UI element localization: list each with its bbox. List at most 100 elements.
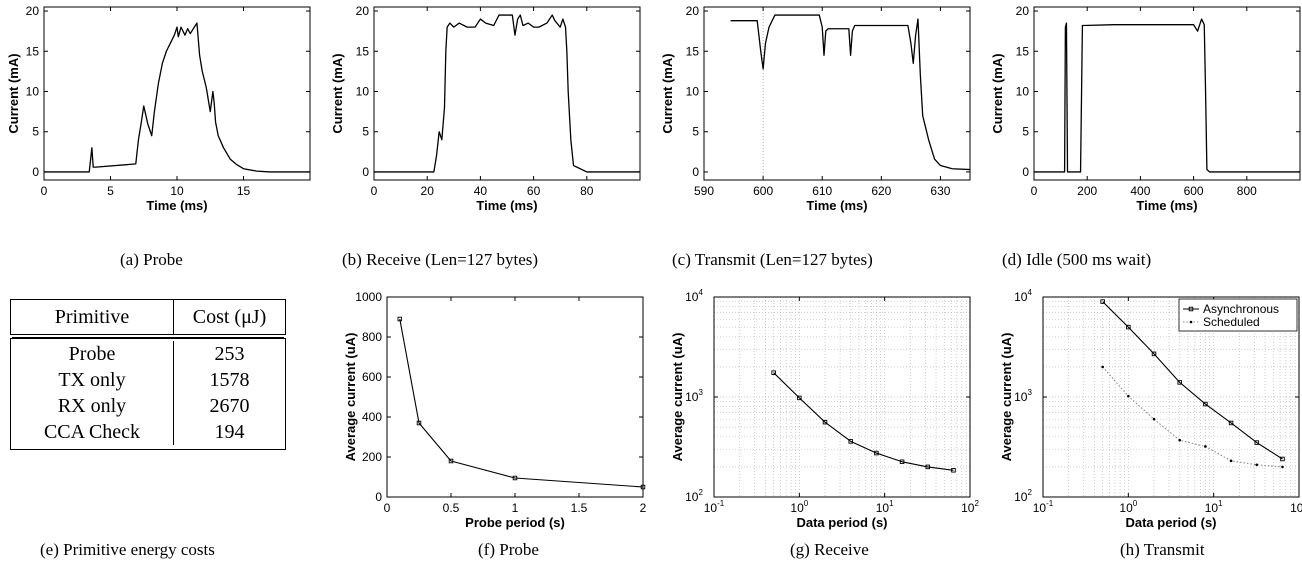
y-tick-label: 600 (362, 370, 382, 384)
y-tick-label: 102 (1014, 488, 1032, 504)
series-line (773, 372, 954, 471)
x-tick-label: 2 (640, 501, 647, 515)
y-tick-label: 15 (1016, 44, 1030, 58)
x-tick-label: 100 (1119, 499, 1137, 515)
legend-marker (1189, 320, 1193, 324)
series-line (1102, 301, 1283, 460)
y-tick-label: 0 (375, 490, 382, 504)
data-point (1254, 440, 1260, 445)
y-tick-label: 5 (362, 125, 369, 139)
legend-label: Scheduled (1203, 315, 1260, 329)
table-cell-primitive: TX only (11, 367, 174, 393)
y-tick-label: 10 (26, 84, 40, 98)
data-point (448, 458, 454, 464)
caption-f: (f) Probe (478, 540, 539, 559)
y-tick-label: 10 (1016, 84, 1030, 98)
x-tick-label: 5 (107, 184, 114, 198)
legend-marker (1188, 306, 1194, 312)
table-cell-cost: 253 (214, 342, 245, 365)
chart-d: 0 200 400 600 800 0 5 10 15 20 Time (ms) Current (m… (990, 4, 1301, 213)
table-row: RX only 2670 (11, 393, 285, 419)
table-cell-primitive: CCA Check (11, 419, 174, 445)
chart-h: 10-1 100 101 102 102 103 104 Data period (s) Ave… (999, 288, 1302, 530)
y-tick-label: 15 (686, 44, 700, 58)
y-tick-label: 20 (26, 4, 40, 18)
primitive-cost-table: Primitive Cost (μJ) Probe 253 TX only 15… (10, 299, 286, 450)
data-point (822, 419, 828, 425)
y-tick-label: 800 (362, 330, 382, 344)
series-line (399, 318, 644, 488)
data-point (416, 420, 422, 426)
x-tick-label: 600 (753, 184, 773, 198)
caption-d: (d) Idle (500 ms wait) (1002, 250, 1152, 269)
chart-a: 0 5 10 15 0 5 10 15 20 Time (ms) Current (mA) (6, 4, 311, 213)
data-point (1281, 465, 1284, 469)
x-axis-label: Time (ms) (806, 198, 867, 213)
axes-frame (703, 6, 971, 181)
data-point (1204, 445, 1207, 448)
y-tick-label: 1000 (355, 290, 382, 304)
data-point (848, 439, 853, 444)
table-header-primitive: Primitive (11, 300, 174, 334)
y-tick-label: 10 (686, 84, 700, 98)
chart-c: 590 600 610 620 630 0 5 10 15 20 Time (ms) Current … (660, 4, 971, 213)
y-tick-label: 20 (356, 4, 370, 18)
y-tick-label: 0 (32, 165, 39, 179)
data-point (1127, 394, 1130, 398)
axes-frame (43, 6, 311, 181)
table-cell-primitive: Probe (11, 341, 174, 367)
y-tick-label: 0 (692, 165, 699, 179)
x-tick-label: 1.5 (571, 501, 588, 515)
y-tick-label: 5 (692, 125, 699, 139)
x-tick-label: 10 (170, 184, 184, 198)
x-tick-label: 800 (1237, 184, 1257, 198)
axes-frame (373, 6, 641, 181)
y-tick-label: 0 (362, 165, 369, 179)
x-tick-label: 102 (961, 499, 979, 515)
x-tick-label: 101 (1205, 499, 1223, 515)
caption-g: (g) Receive (790, 540, 869, 559)
table-cell-cost: 1578 (209, 368, 250, 391)
y-tick-label: 103 (685, 388, 703, 404)
data-point (1101, 365, 1104, 369)
x-axis-label: Time (ms) (1136, 198, 1197, 213)
x-axis-label: Data period (s) (1125, 515, 1216, 530)
data-point (899, 459, 905, 465)
x-tick-label: 100 (790, 499, 808, 515)
table-row: TX only 1578 (11, 367, 285, 393)
y-tick-label: 104 (685, 288, 703, 304)
caption-h: (h) Transmit (1120, 540, 1205, 559)
table-header-cost: Cost (μJ) (192, 305, 267, 328)
data-point (1151, 351, 1157, 357)
table-cell-cost: 2670 (209, 394, 250, 417)
y-tick-label: 20 (1016, 4, 1030, 18)
axes-frame (1033, 6, 1301, 181)
chart-b: 0 20 40 60 80 0 5 10 15 20 Time (ms) Current (mA) (330, 4, 641, 213)
y-axis-label: Current (mA) (6, 53, 21, 133)
data-point (1178, 438, 1182, 442)
table-row: CCA Check 194 (11, 419, 285, 445)
data-point (1126, 324, 1131, 330)
data-point (771, 370, 776, 375)
y-axis-label: Current (mA) (990, 53, 1005, 133)
series-line (44, 22, 310, 173)
caption-b: (b) Receive (Len=127 bytes) (342, 250, 539, 269)
y-tick-label: 20 (686, 4, 700, 18)
table-row: Probe 253 (11, 341, 285, 367)
y-axis-label: Average current (uA) (999, 333, 1014, 462)
x-tick-label: 15 (237, 184, 251, 198)
data-point (874, 450, 879, 456)
x-axis-label: Time (ms) (146, 198, 207, 213)
data-point (1229, 459, 1233, 463)
x-tick-label: 20 (421, 184, 435, 198)
data-point (1177, 380, 1182, 385)
x-axis-label: Probe period (s) (465, 515, 565, 530)
data-point (951, 468, 956, 473)
x-tick-label: 0 (1031, 184, 1038, 198)
x-tick-label: 200 (1077, 184, 1097, 198)
caption-c: (c) Transmit (Len=127 bytes) (672, 250, 873, 269)
x-tick-label: 400 (1130, 184, 1150, 198)
y-tick-label: 10 (356, 84, 370, 98)
x-tick-label: 600 (1184, 184, 1204, 198)
data-point (797, 395, 802, 401)
